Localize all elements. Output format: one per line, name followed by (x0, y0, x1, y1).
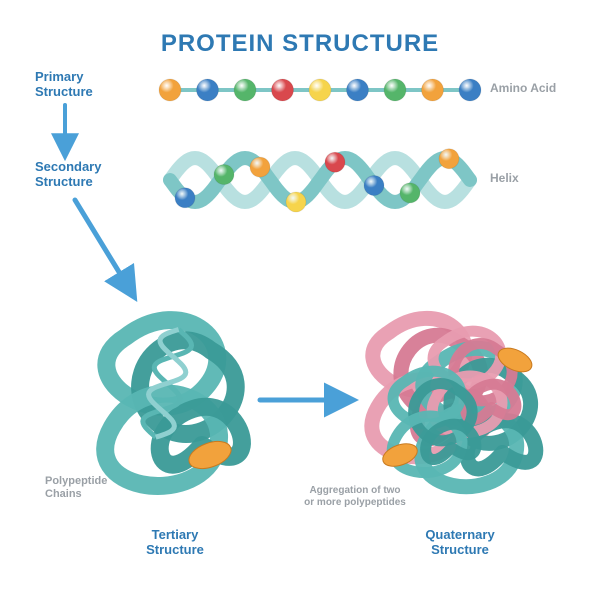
diagram-svg (0, 0, 600, 600)
diagram-root: PROTEIN STRUCTURE PrimaryStructure Secon… (0, 0, 600, 600)
